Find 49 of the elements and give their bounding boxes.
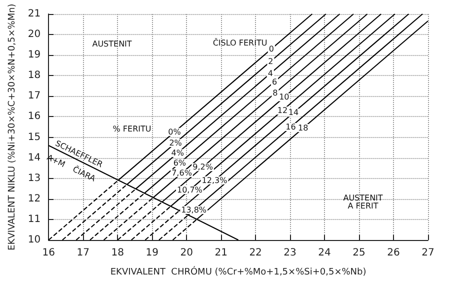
annotation: 4%	[171, 148, 184, 158]
x-tick-label: 20	[180, 248, 193, 258]
annotation: AUSTENIT	[92, 40, 132, 48]
annotation: 4	[268, 69, 273, 78]
y-tick-label: 12	[28, 193, 41, 204]
y-axis-title: EKVIVALENT NIKLU (%Ni+30×%C+30×%N+0,5×%Mn)	[8, 4, 18, 250]
annotation: % FERITU	[112, 124, 152, 134]
y-tick-label: 19	[28, 50, 41, 61]
annotation: 14	[288, 108, 299, 118]
annotation: 0	[268, 44, 274, 54]
x-tick-label: 27	[422, 248, 434, 258]
x-tick-label: 26	[387, 248, 400, 258]
annotation: 2%	[169, 138, 182, 148]
annotation: 0%	[168, 127, 182, 136]
y-tick-label: 17	[28, 90, 41, 102]
y-tick-label: 20	[28, 29, 41, 40]
x-tick-label: 25	[352, 248, 366, 258]
annotation: 16	[286, 122, 296, 132]
x-axis-title: EKVIVALENT CHRÓMU (%Cr+%Mo+1,5×%Si+0,5×%Nb)	[110, 266, 366, 278]
x-tick-label: 23	[284, 248, 296, 258]
annotation: 9,2%	[192, 162, 214, 172]
annotation: 18	[298, 124, 308, 133]
annotation: 13,8%	[181, 206, 207, 215]
x-tick-label: 16	[42, 248, 55, 258]
annotation: 12,3%	[202, 176, 228, 185]
annotation: 10,7%	[176, 186, 203, 195]
y-tick-label: 10	[28, 234, 41, 246]
annotation: 12	[277, 106, 288, 116]
x-tick-label: 22	[249, 248, 262, 258]
annotation: 6%	[173, 158, 186, 168]
annotation: ČISLO FERITU	[212, 38, 268, 48]
y-tick-label: 18	[28, 70, 41, 82]
annotation: 10	[279, 92, 290, 102]
x-tick-label: 18	[111, 248, 124, 258]
annotation: 2	[268, 56, 274, 66]
y-tick-label: 21	[28, 8, 41, 20]
x-tick-label: 24	[318, 248, 331, 258]
annotation: 6	[272, 77, 278, 86]
y-tick-label: 13	[28, 172, 41, 184]
y-tick-label: 15	[28, 132, 41, 143]
y-tick-label: 16	[28, 111, 41, 122]
annotation: 7,6%	[172, 168, 192, 178]
y-tick-label: 14	[28, 152, 41, 164]
x-tick-label: 19	[146, 248, 158, 258]
y-tick-label: 11	[28, 214, 41, 225]
annotation: AUSTENIT A FERIT	[343, 194, 383, 210]
x-tick-label: 17	[76, 248, 90, 258]
annotation: 8	[272, 88, 278, 98]
x-tick-label: 21	[214, 248, 228, 258]
